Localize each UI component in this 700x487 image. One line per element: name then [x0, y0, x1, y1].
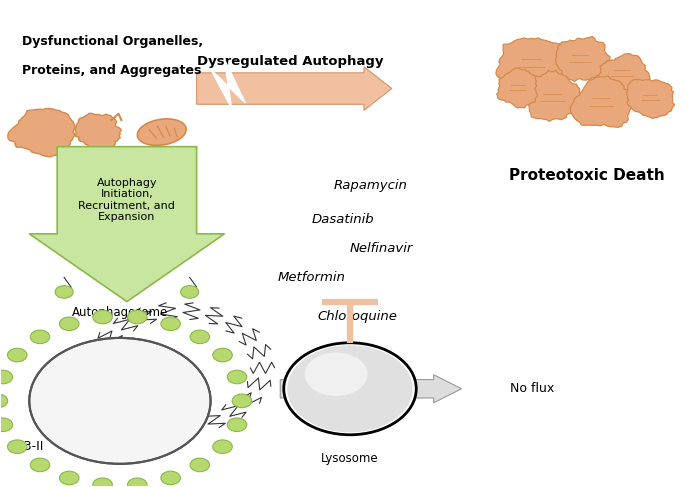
Circle shape — [0, 370, 13, 384]
Circle shape — [127, 310, 147, 324]
Polygon shape — [598, 54, 650, 97]
Circle shape — [190, 330, 209, 344]
Text: LC3-II: LC3-II — [8, 440, 43, 453]
Circle shape — [0, 394, 8, 408]
Polygon shape — [29, 147, 225, 301]
Circle shape — [31, 339, 209, 463]
Text: Proteotoxic Death: Proteotoxic Death — [509, 168, 665, 183]
Text: Autophagosome: Autophagosome — [72, 305, 168, 318]
Polygon shape — [75, 113, 121, 152]
Circle shape — [93, 310, 112, 324]
Polygon shape — [555, 37, 610, 81]
Text: Metformin: Metformin — [278, 271, 346, 284]
Circle shape — [161, 471, 181, 485]
Circle shape — [55, 286, 74, 298]
Circle shape — [161, 317, 181, 331]
Circle shape — [232, 394, 252, 408]
Circle shape — [284, 343, 416, 435]
Circle shape — [29, 338, 211, 464]
Circle shape — [30, 458, 50, 472]
Circle shape — [0, 418, 13, 431]
Circle shape — [93, 478, 112, 487]
Circle shape — [213, 348, 232, 362]
Polygon shape — [497, 68, 538, 108]
Circle shape — [60, 317, 79, 331]
Circle shape — [228, 370, 246, 384]
Circle shape — [287, 345, 413, 432]
Circle shape — [213, 440, 232, 453]
Circle shape — [60, 471, 79, 485]
Circle shape — [30, 330, 50, 344]
Text: No flux: No flux — [510, 382, 554, 395]
Polygon shape — [570, 76, 634, 127]
Text: Lysosome: Lysosome — [321, 452, 379, 465]
Text: Dasatinib: Dasatinib — [312, 213, 374, 226]
Polygon shape — [626, 79, 675, 118]
Text: Nelfinavir: Nelfinavir — [350, 242, 413, 255]
Polygon shape — [524, 71, 580, 121]
Text: Proteins, and Aggregates: Proteins, and Aggregates — [22, 64, 202, 77]
Text: Autophagy
Initiation,
Recruitment, and
Expansion: Autophagy Initiation, Recruitment, and E… — [78, 178, 175, 223]
Circle shape — [127, 478, 147, 487]
FancyArrow shape — [197, 67, 392, 111]
Polygon shape — [8, 109, 76, 157]
Text: Rapamycin: Rapamycin — [334, 179, 408, 192]
Circle shape — [8, 348, 27, 362]
Text: Dysregulated Autophagy: Dysregulated Autophagy — [197, 56, 384, 68]
Ellipse shape — [137, 119, 186, 146]
Polygon shape — [496, 38, 567, 92]
FancyArrow shape — [280, 375, 461, 403]
Circle shape — [8, 440, 27, 453]
Circle shape — [304, 353, 368, 396]
Circle shape — [190, 458, 209, 472]
Polygon shape — [86, 359, 167, 421]
Polygon shape — [211, 59, 246, 108]
Circle shape — [181, 286, 199, 298]
Circle shape — [228, 418, 246, 431]
Text: Dysfunctional Organelles,: Dysfunctional Organelles, — [22, 35, 204, 48]
Text: Chloroquine: Chloroquine — [317, 310, 397, 322]
